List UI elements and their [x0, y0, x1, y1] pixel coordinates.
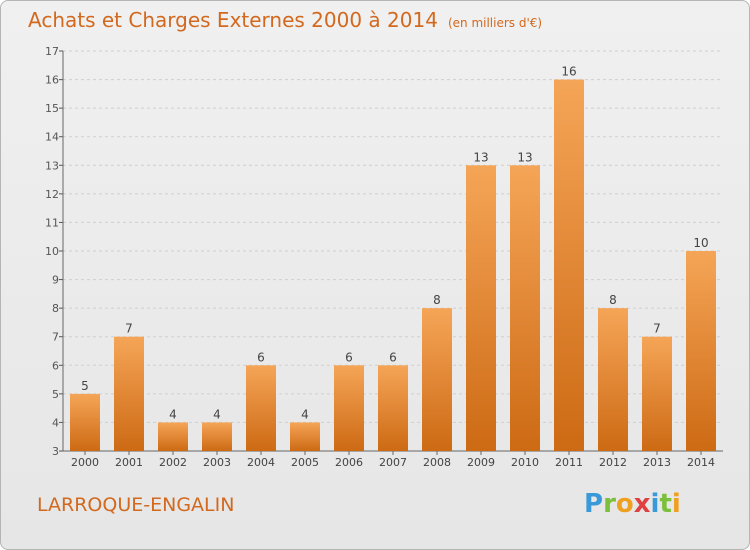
y-tick-label: 13 [45, 159, 59, 172]
bar-2011 [554, 79, 584, 452]
chart-subtitle: (en milliers d'€) [447, 16, 543, 30]
bar-2007 [378, 365, 408, 451]
x-tick-label-2007: 2007 [379, 456, 407, 469]
data-label-2002: 4 [169, 407, 177, 421]
y-tick-label: 15 [45, 102, 59, 115]
bar-2002 [158, 422, 188, 451]
data-labels: 5 7 4 4 6 4 6 6 8 13 13 16 8 7 10 [81, 65, 708, 422]
x-tick-label-2014: 2014 [687, 456, 715, 469]
y-tick-label: 4 [52, 416, 59, 429]
x-tick-label-2012: 2012 [599, 456, 627, 469]
x-tick-label-2001: 2001 [115, 456, 143, 469]
x-tick-label-2009: 2009 [467, 456, 495, 469]
x-tick-label-2013: 2013 [643, 456, 671, 469]
x-tick-label-2002: 2002 [159, 456, 187, 469]
data-label-2003: 4 [213, 407, 221, 421]
bar-2000 [70, 393, 100, 451]
data-label-2014: 10 [693, 236, 708, 250]
x-tick-label-2004: 2004 [247, 456, 275, 469]
bar-2001 [114, 336, 144, 451]
y-tick-label: 17 [45, 45, 59, 58]
bar-2010 [510, 165, 540, 452]
y-tick-label: 8 [52, 302, 59, 315]
bar-2013 [642, 336, 672, 451]
data-label-2000: 5 [81, 379, 89, 393]
data-label-2004: 6 [257, 350, 265, 364]
commune-name: LARROQUE-ENGALIN [37, 494, 235, 516]
data-label-2011: 16 [561, 65, 576, 79]
data-label-2010: 13 [517, 150, 532, 164]
bar-2004 [246, 365, 276, 451]
y-tick-label: 7 [52, 331, 59, 344]
bar-2005 [290, 422, 320, 451]
y-tick-label: 10 [45, 245, 59, 258]
bar-2003 [202, 422, 232, 451]
y-tick-label: 16 [45, 74, 59, 87]
x-tick-label-2000: 2000 [71, 456, 99, 469]
chart-title-text: Achats et Charges Externes 2000 à 2014 [28, 8, 438, 32]
x-tick-label-2010: 2010 [511, 456, 539, 469]
data-label-2008: 8 [433, 293, 441, 307]
y-tick-label: 9 [52, 274, 59, 287]
data-label-2005: 4 [301, 407, 309, 421]
y-tick-label: 3 [52, 445, 59, 458]
data-label-2006: 6 [345, 350, 353, 364]
y-tick-label: 12 [45, 188, 59, 201]
data-label-2009: 13 [473, 150, 488, 164]
proxiti-logo: Proxiti [584, 489, 681, 519]
bar-2009 [466, 165, 496, 452]
bar-2006 [334, 365, 364, 451]
y-tick-label: 5 [52, 388, 59, 401]
bar-2012 [598, 308, 628, 451]
x-tick-label-2006: 2006 [335, 456, 363, 469]
bar-2008 [422, 308, 452, 451]
x-tick-label-2011: 2011 [555, 456, 583, 469]
x-tick-label-2005: 2005 [291, 456, 319, 469]
y-tick-label: 11 [45, 216, 59, 229]
x-tick-label-2008: 2008 [423, 456, 451, 469]
data-label-2001: 7 [125, 322, 133, 336]
data-label-2013: 7 [653, 322, 661, 336]
data-label-2007: 6 [389, 350, 397, 364]
bars [70, 79, 716, 452]
y-tick-label: 6 [52, 359, 59, 372]
y-tick-label: 14 [45, 131, 59, 144]
chart-title: Achats et Charges Externes 2000 à 2014 (e… [28, 8, 542, 32]
data-label-2012: 8 [609, 293, 617, 307]
bar-2014 [686, 251, 716, 451]
x-tick-label-2003: 2003 [203, 456, 231, 469]
